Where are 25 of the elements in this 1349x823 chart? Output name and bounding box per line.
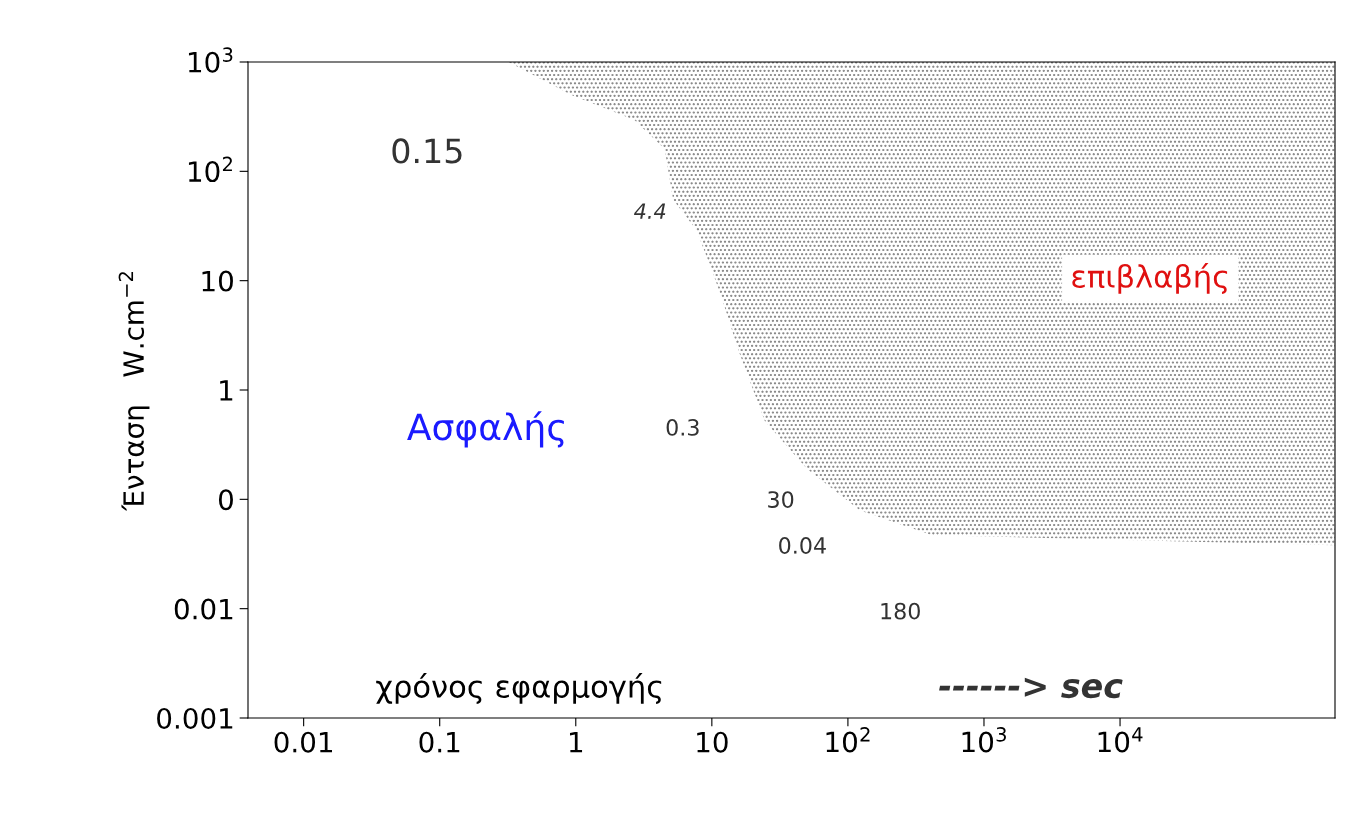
x-tick-label: 0.1 xyxy=(419,731,460,753)
y-tick-label: 0 xyxy=(218,489,233,511)
x-tick-label: 1 xyxy=(569,732,583,753)
y-tick-label: 1 xyxy=(220,380,233,401)
x-tick-label: 10 xyxy=(697,731,728,753)
annotation: επιβλαβής xyxy=(1072,263,1228,294)
annotation: 30 xyxy=(768,491,794,508)
y-tick-label: 10$^{2}$ xyxy=(188,156,232,183)
y-axis-title: Ένταση W.cm$^{−2}$ xyxy=(118,272,150,512)
x-tick-label: 10$^{2}$ xyxy=(826,727,870,753)
x-tick-label: 10$^{3}$ xyxy=(962,727,1006,753)
x-tick-label: 0.01 xyxy=(274,731,332,753)
y-tick-label: 0.001 xyxy=(157,707,233,729)
annotation: 180 xyxy=(881,602,920,620)
annotation: 0.15 xyxy=(392,138,462,164)
annotation: ------> sec xyxy=(939,677,1123,699)
annotation: 0.3 xyxy=(666,419,699,436)
annotation: 0.04 xyxy=(779,537,826,554)
y-tick-label: 0.01 xyxy=(174,598,233,620)
y-tick-label: 10 xyxy=(202,270,233,292)
annotation: Ασφαλής xyxy=(407,411,564,448)
annotation: χρόνος εφαρμογής xyxy=(376,673,662,704)
x-tick-label: 10$^{4}$ xyxy=(1098,727,1143,753)
y-tick-label: 10$^{3}$ xyxy=(188,47,233,73)
annotation: 4.4 xyxy=(634,203,666,219)
